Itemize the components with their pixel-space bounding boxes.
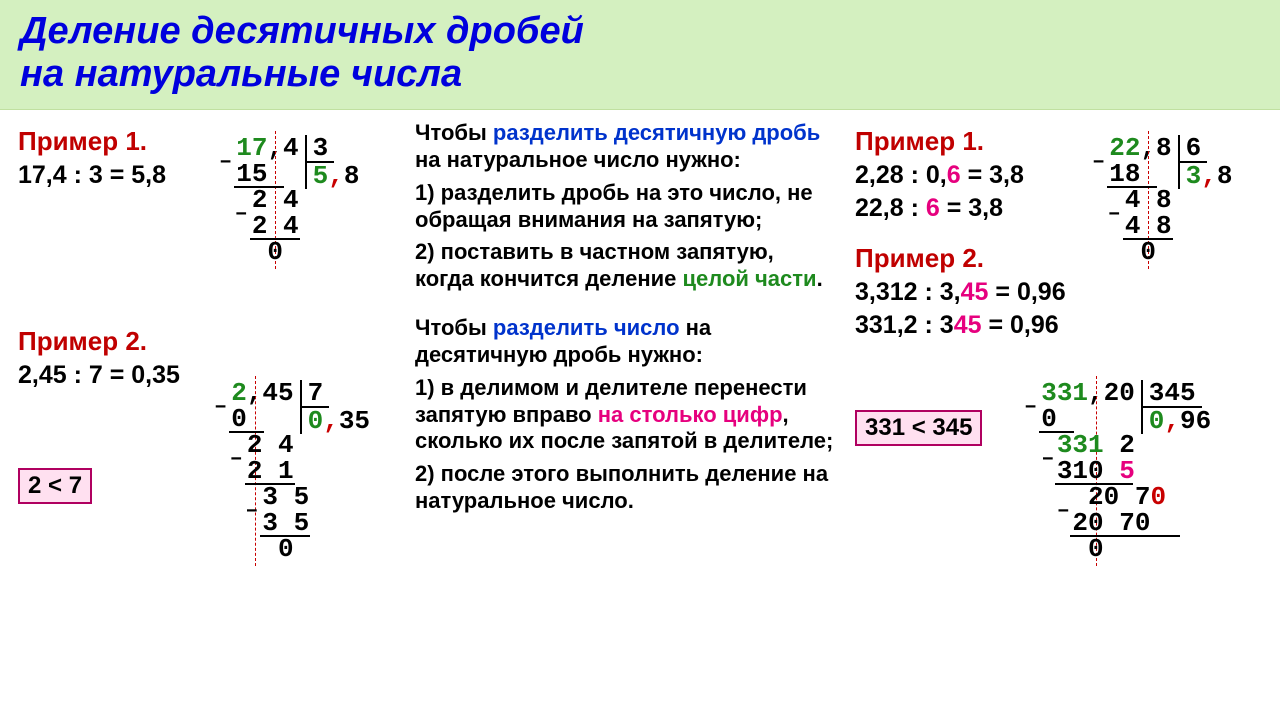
rule2-step1: 1) в делимом и делителе перенести запяту… [415,375,835,455]
page-header: Деление десятичных дробей на натуральные… [0,0,1280,110]
compare-box-2: 331 < 345 [855,410,982,446]
r-ex2-eq1: 3,312 : 3,45 = 0,96 [855,278,1265,307]
title-line1: Деление десятичных дробей [20,10,584,52]
rule1-step2: 2) поставить в частном запятую, когда ко… [415,239,835,293]
title-line2: на натуральные числа [20,53,462,95]
rule2-intro: Чтобы разделить число на десятичную дроб… [415,315,835,369]
long-division-3: 22,863,8 18– 4 8 4 8– 0 [1078,135,1172,265]
compare-box-1: 2 < 7 [18,468,92,504]
r-ex2-label: Пример 2. [855,243,1265,274]
long-division-2: 2,4570,35 0– 2 4 2 1– 3 5 3 5– 0 [200,380,309,562]
r-ex2-eq2: 331,2 : 345 = 0,96 [855,311,1265,340]
rule2-step2: 2) после этого выполнить деление на нату… [415,461,835,515]
middle-column: Чтобы разделить десятичную дробь на нату… [415,120,835,521]
r-ex1-eq2: 22,8 : 6 = 3,8 [855,194,1265,223]
page-title: Деление десятичных дробей на натуральные… [20,10,1260,95]
long-division-1: 17,435,8 15– 2 4 2 4– 0 [205,135,299,265]
content: Пример 1. 17,4 : 3 = 5,8 Пример 2. 2,45 … [0,110,1280,718]
rule1-step1: 1) разделить дробь на это число, не обра… [415,180,835,234]
rule1-intro: Чтобы разделить десятичную дробь на нату… [415,120,835,174]
ex2-label: Пример 2. [18,326,398,357]
long-division-4: 331,203450,96 0– 331 2 310 5– 20 70 20 7… [1010,380,1166,562]
